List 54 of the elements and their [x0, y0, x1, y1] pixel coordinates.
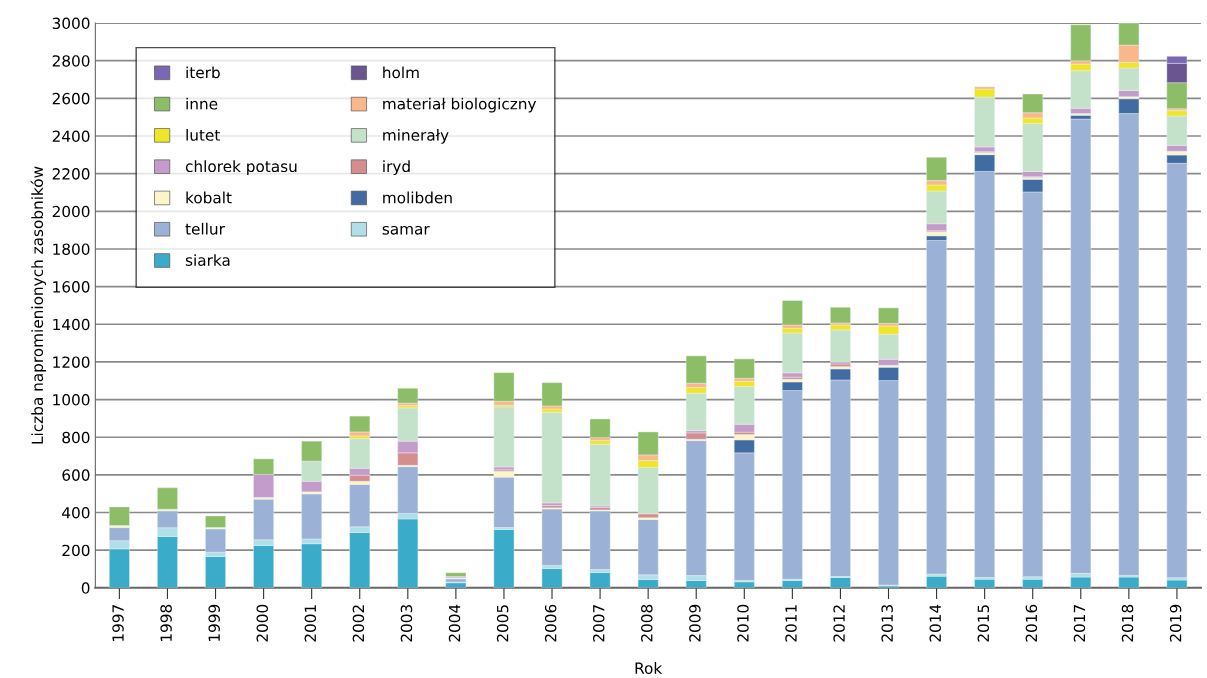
- x-tick-label: 1997: [112, 605, 124, 641]
- legend-label: iterb: [186, 66, 220, 79]
- y-tick-label: 600: [62, 469, 90, 481]
- legend-label: holm: [383, 66, 419, 79]
- y-axis-title: Liczba napromienionych zasobników: [30, 166, 47, 444]
- y-tick-label: 2200: [52, 168, 90, 180]
- y-tick-label: 800: [62, 431, 90, 444]
- x-tick-label: 2018: [1121, 604, 1134, 642]
- x-tick-label: 2016: [1025, 604, 1038, 642]
- y-tick-label: 1200: [53, 356, 90, 368]
- y-tick-label: 2400: [52, 130, 90, 143]
- y-tick-label: 2000: [52, 205, 90, 218]
- x-tick-label: 2015: [977, 605, 990, 642]
- x-tick-label: 1998: [160, 604, 172, 641]
- legend-label: lutet: [186, 129, 220, 141]
- legend-label: chlorek potasu: [185, 160, 297, 176]
- legend-label: materiał biologiczny: [383, 97, 537, 113]
- x-tick-label: 2003: [400, 605, 413, 642]
- x-tick-label: 2019: [1169, 604, 1182, 642]
- x-tick-label: 2005: [496, 605, 509, 642]
- legend-label: molibden: [383, 191, 452, 204]
- y-tick-label: 200: [62, 544, 90, 557]
- legend-label: minerały: [383, 129, 449, 144]
- x-tick-label: 2004: [448, 604, 461, 642]
- legend-label: iryd: [383, 160, 410, 176]
- y-tick-label: 3000: [52, 17, 90, 30]
- x-tick-label: 1999: [208, 604, 220, 641]
- legend-label: samar: [382, 225, 430, 235]
- x-tick-label: 2009: [689, 604, 701, 642]
- x-tick-label: 2006: [544, 604, 557, 642]
- x-tick-label: 2007: [592, 605, 605, 642]
- legend-label: inne: [186, 97, 218, 110]
- x-tick-label: 2008: [641, 604, 653, 642]
- y-tick-label: 2800: [52, 55, 90, 67]
- y-tick-label: 400: [62, 506, 90, 519]
- y-tick-label: 1600: [53, 281, 90, 293]
- x-tick-label: 2002: [352, 605, 365, 642]
- y-tick-label: 1800: [53, 243, 90, 255]
- x-tick-label: 2011: [785, 605, 797, 642]
- legend-label: tellur: [185, 222, 225, 235]
- y-tick-label: 1400: [53, 318, 90, 331]
- legend-label: kobalt: [186, 191, 232, 204]
- x-tick-label: 2017: [1073, 605, 1086, 642]
- y-tick-label: 0: [81, 582, 90, 594]
- x-tick-label: 2010: [737, 604, 749, 642]
- x-tick-label: 2013: [881, 605, 893, 642]
- x-tick-label: 2014: [929, 604, 942, 642]
- legend-label: siarka: [185, 254, 230, 266]
- y-tick-label: 2600: [52, 92, 90, 105]
- x-tick-label: 2001: [304, 605, 317, 642]
- x-tick-label: 2000: [256, 604, 269, 642]
- x-tick-label: 2012: [833, 605, 845, 642]
- x-axis-title: Rok: [635, 662, 663, 674]
- y-tick-label: 1000: [53, 394, 90, 406]
